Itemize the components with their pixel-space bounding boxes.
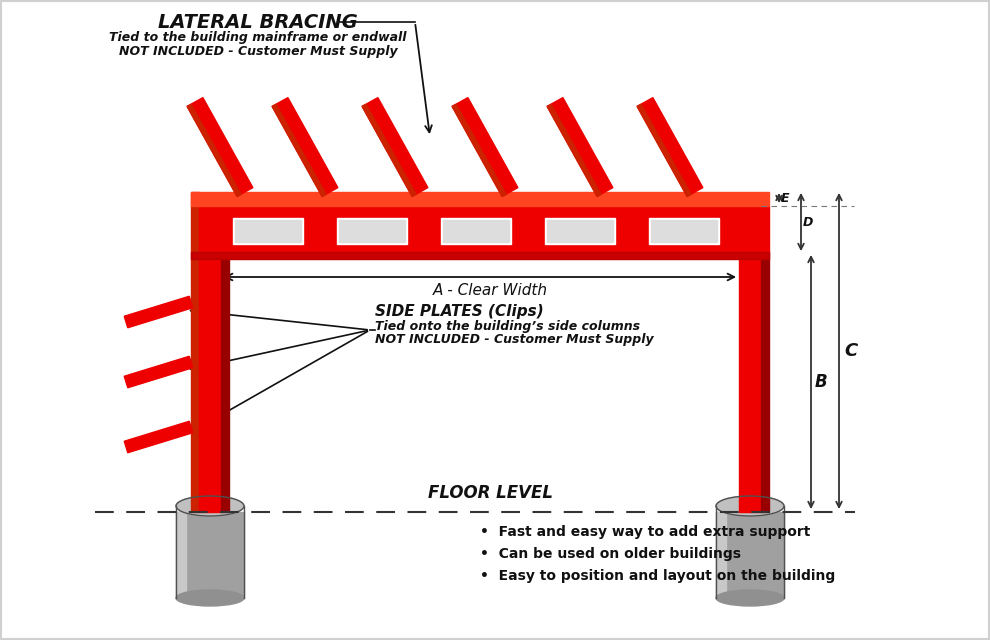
Bar xyxy=(233,218,303,244)
Polygon shape xyxy=(272,104,326,196)
Text: •  Fast and easy way to add extra support: • Fast and easy way to add extra support xyxy=(480,525,811,539)
Bar xyxy=(191,192,199,252)
Text: FLOOR LEVEL: FLOOR LEVEL xyxy=(428,484,552,502)
Bar xyxy=(547,220,613,242)
Polygon shape xyxy=(124,296,193,328)
Bar xyxy=(191,252,199,512)
Bar xyxy=(441,218,511,244)
Ellipse shape xyxy=(176,496,244,516)
Bar xyxy=(191,252,769,259)
Text: B: B xyxy=(815,373,828,391)
Polygon shape xyxy=(362,98,428,196)
Text: Tied to the building mainframe or endwall: Tied to the building mainframe or endwal… xyxy=(109,31,407,44)
Polygon shape xyxy=(124,421,193,452)
Text: E: E xyxy=(781,191,789,205)
Bar xyxy=(649,218,719,244)
Text: NOT INCLUDED - Customer Must Supply: NOT INCLUDED - Customer Must Supply xyxy=(375,333,653,346)
Text: Tied onto the building’s side columns: Tied onto the building’s side columns xyxy=(375,320,641,333)
Polygon shape xyxy=(638,104,691,196)
Text: C: C xyxy=(844,342,857,360)
Bar xyxy=(716,512,784,598)
Text: D: D xyxy=(803,216,814,228)
Polygon shape xyxy=(362,104,416,196)
Bar xyxy=(651,220,717,242)
Polygon shape xyxy=(452,98,518,196)
Text: •  Can be used on older buildings: • Can be used on older buildings xyxy=(480,547,741,561)
Bar xyxy=(545,218,615,244)
Polygon shape xyxy=(547,104,601,196)
Bar xyxy=(176,512,244,598)
Bar xyxy=(716,512,727,598)
Text: A - Clear Width: A - Clear Width xyxy=(433,283,547,298)
Text: •  Easy to position and layout on the building: • Easy to position and layout on the bui… xyxy=(480,569,836,583)
Bar xyxy=(443,220,509,242)
Bar xyxy=(176,512,186,598)
Bar xyxy=(199,252,221,512)
Bar xyxy=(191,252,769,259)
Ellipse shape xyxy=(716,496,784,516)
Bar xyxy=(235,220,301,242)
Text: SIDE PLATES (Clips): SIDE PLATES (Clips) xyxy=(375,304,544,319)
Ellipse shape xyxy=(716,590,784,606)
Polygon shape xyxy=(124,356,193,388)
Bar xyxy=(191,192,769,206)
Polygon shape xyxy=(452,104,506,196)
Polygon shape xyxy=(187,104,242,196)
Bar xyxy=(199,206,769,252)
Bar xyxy=(339,220,405,242)
Polygon shape xyxy=(272,98,338,196)
Bar xyxy=(337,218,407,244)
Polygon shape xyxy=(547,98,613,196)
Bar xyxy=(761,252,769,512)
Polygon shape xyxy=(187,98,252,196)
Polygon shape xyxy=(638,98,703,196)
Text: LATERAL BRACING: LATERAL BRACING xyxy=(158,13,357,32)
Bar xyxy=(739,252,761,512)
Text: NOT INCLUDED - Customer Must Supply: NOT INCLUDED - Customer Must Supply xyxy=(119,45,397,58)
Ellipse shape xyxy=(176,590,244,606)
Bar xyxy=(221,252,229,512)
